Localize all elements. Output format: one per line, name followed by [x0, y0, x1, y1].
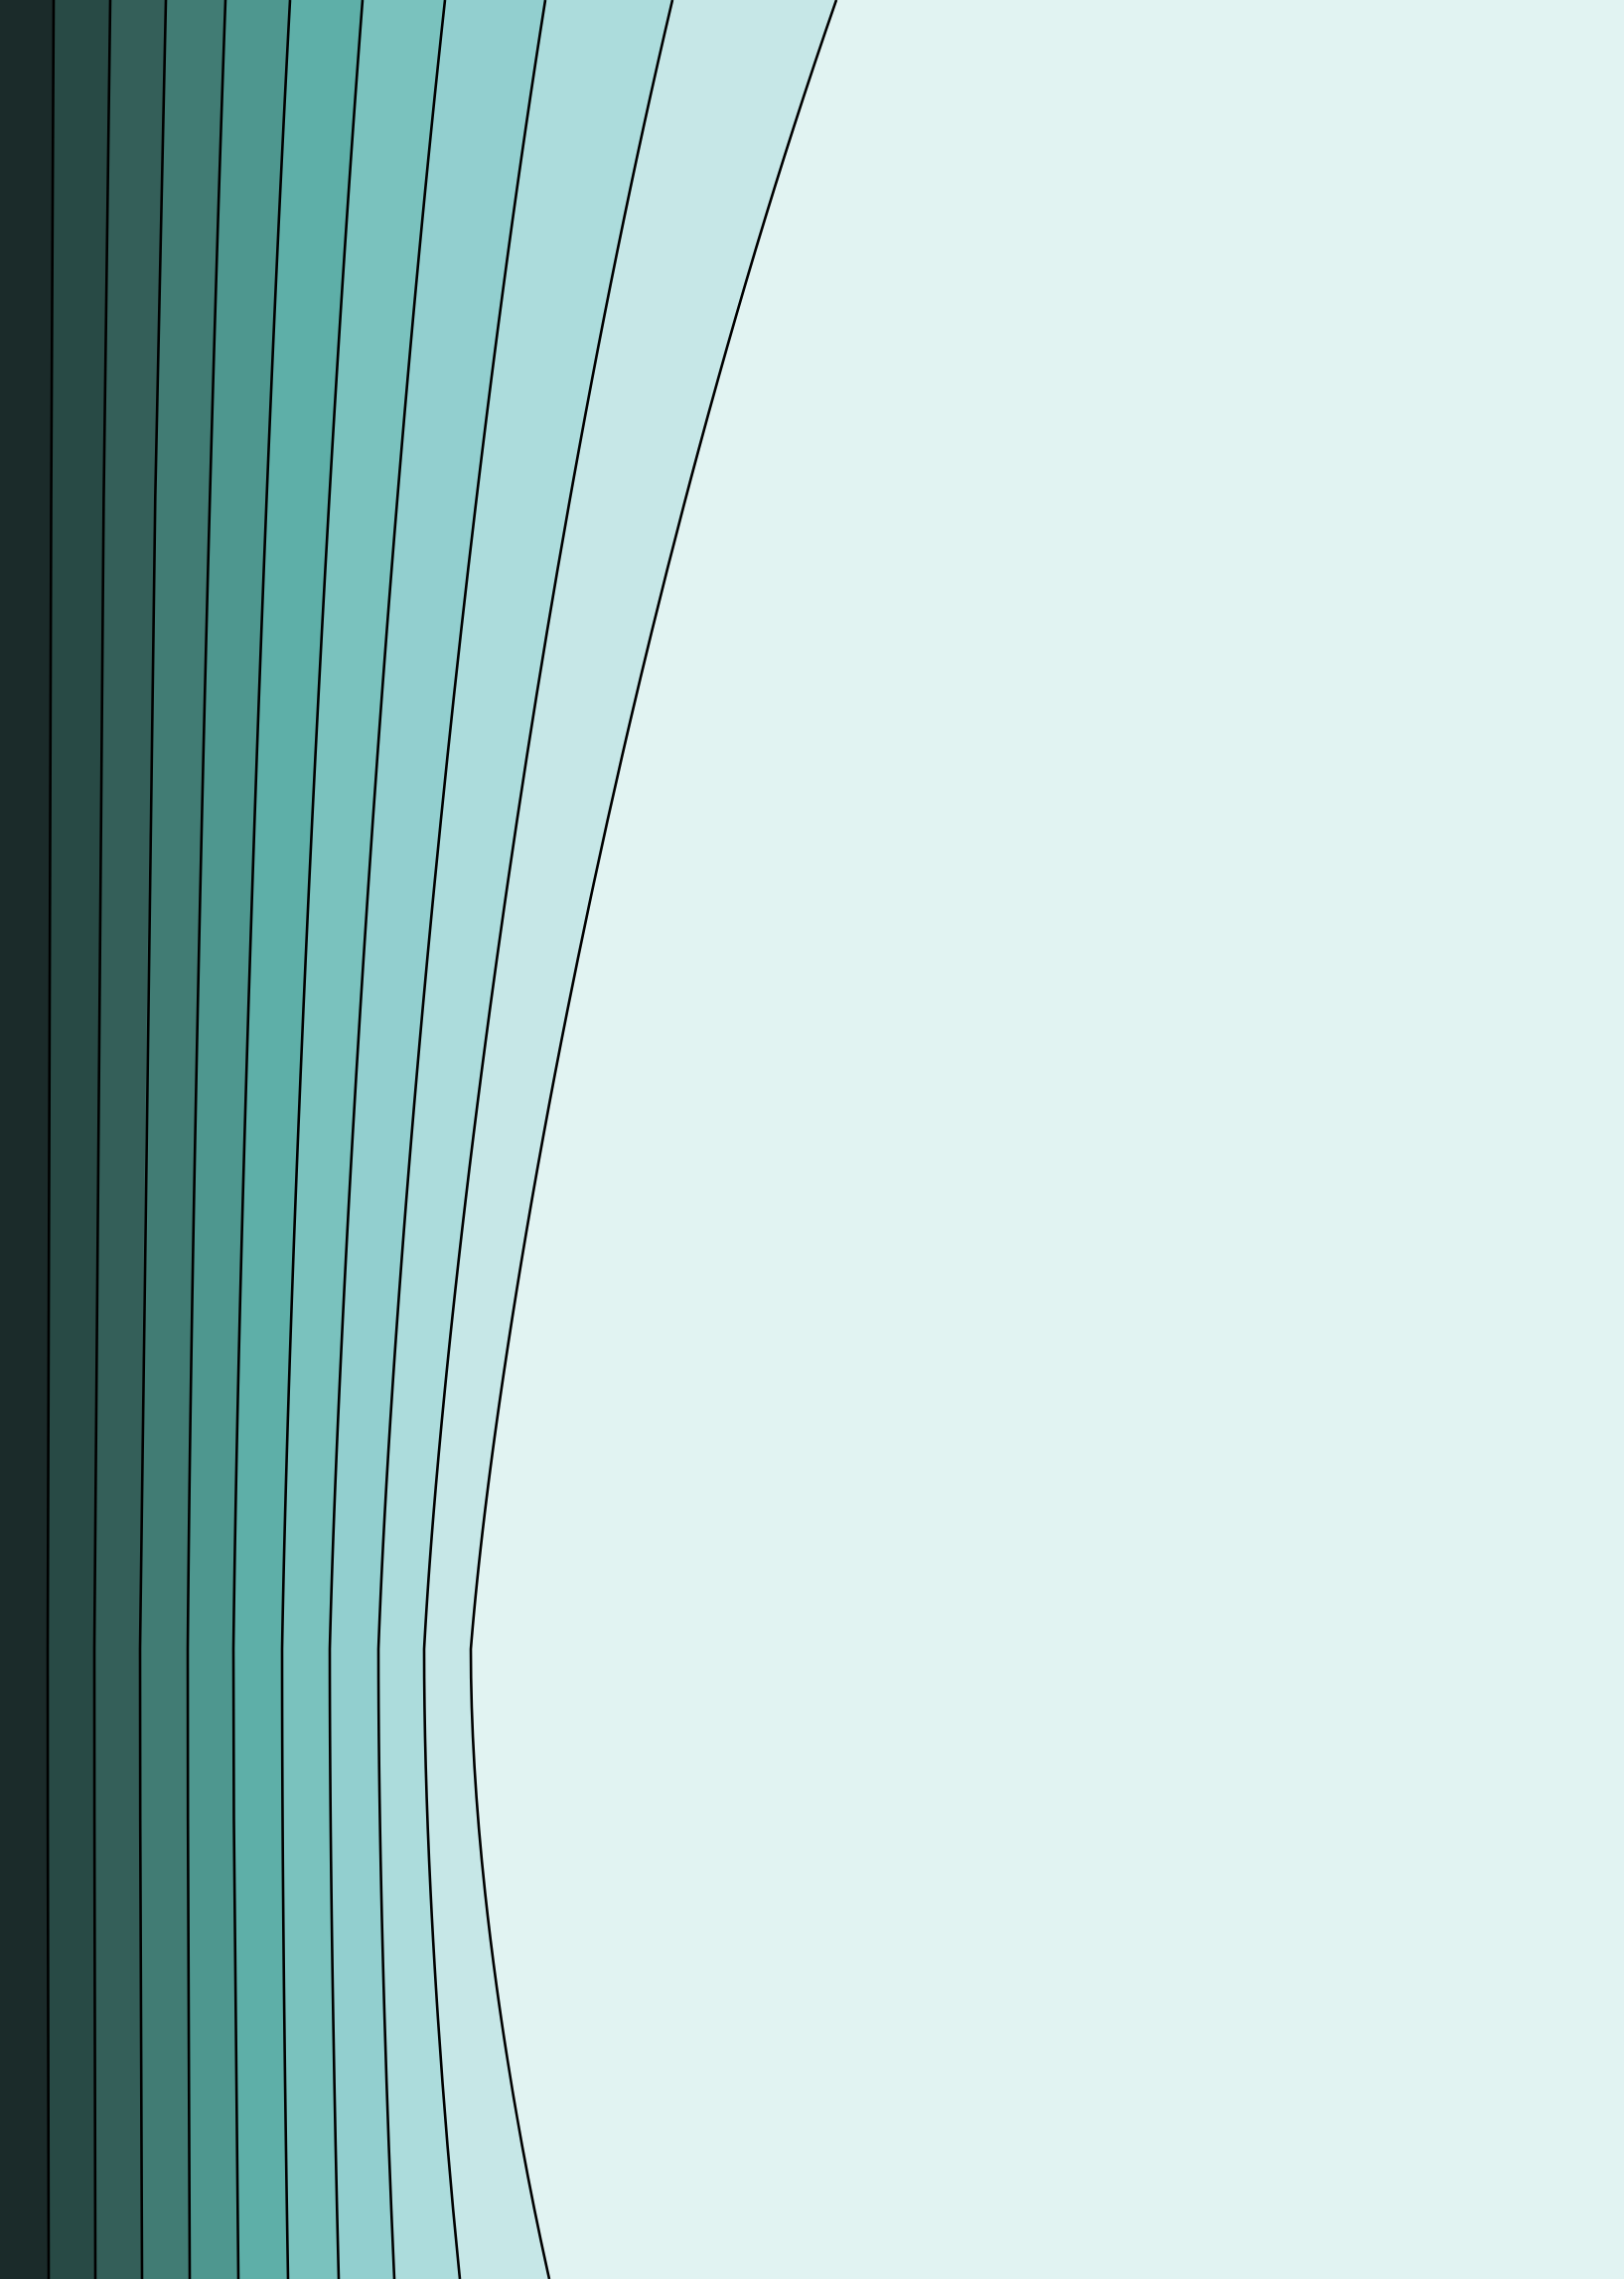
band-boundary-line-10 [469, 0, 838, 2279]
band-boundary-line-4 [186, 0, 227, 2279]
band-boundary-line-7 [328, 0, 447, 2279]
band-boundary-line-3 [138, 0, 168, 2279]
band-boundary-line-2 [92, 0, 112, 2279]
band-boundary-line-1 [46, 0, 56, 2279]
band-boundary-line-8 [376, 0, 547, 2279]
band-boundary-line-9 [422, 0, 674, 2279]
band-boundary-line-6 [280, 0, 365, 2279]
band-boundary-line-5 [231, 0, 292, 2279]
color-band-1 [0, 0, 54, 2279]
